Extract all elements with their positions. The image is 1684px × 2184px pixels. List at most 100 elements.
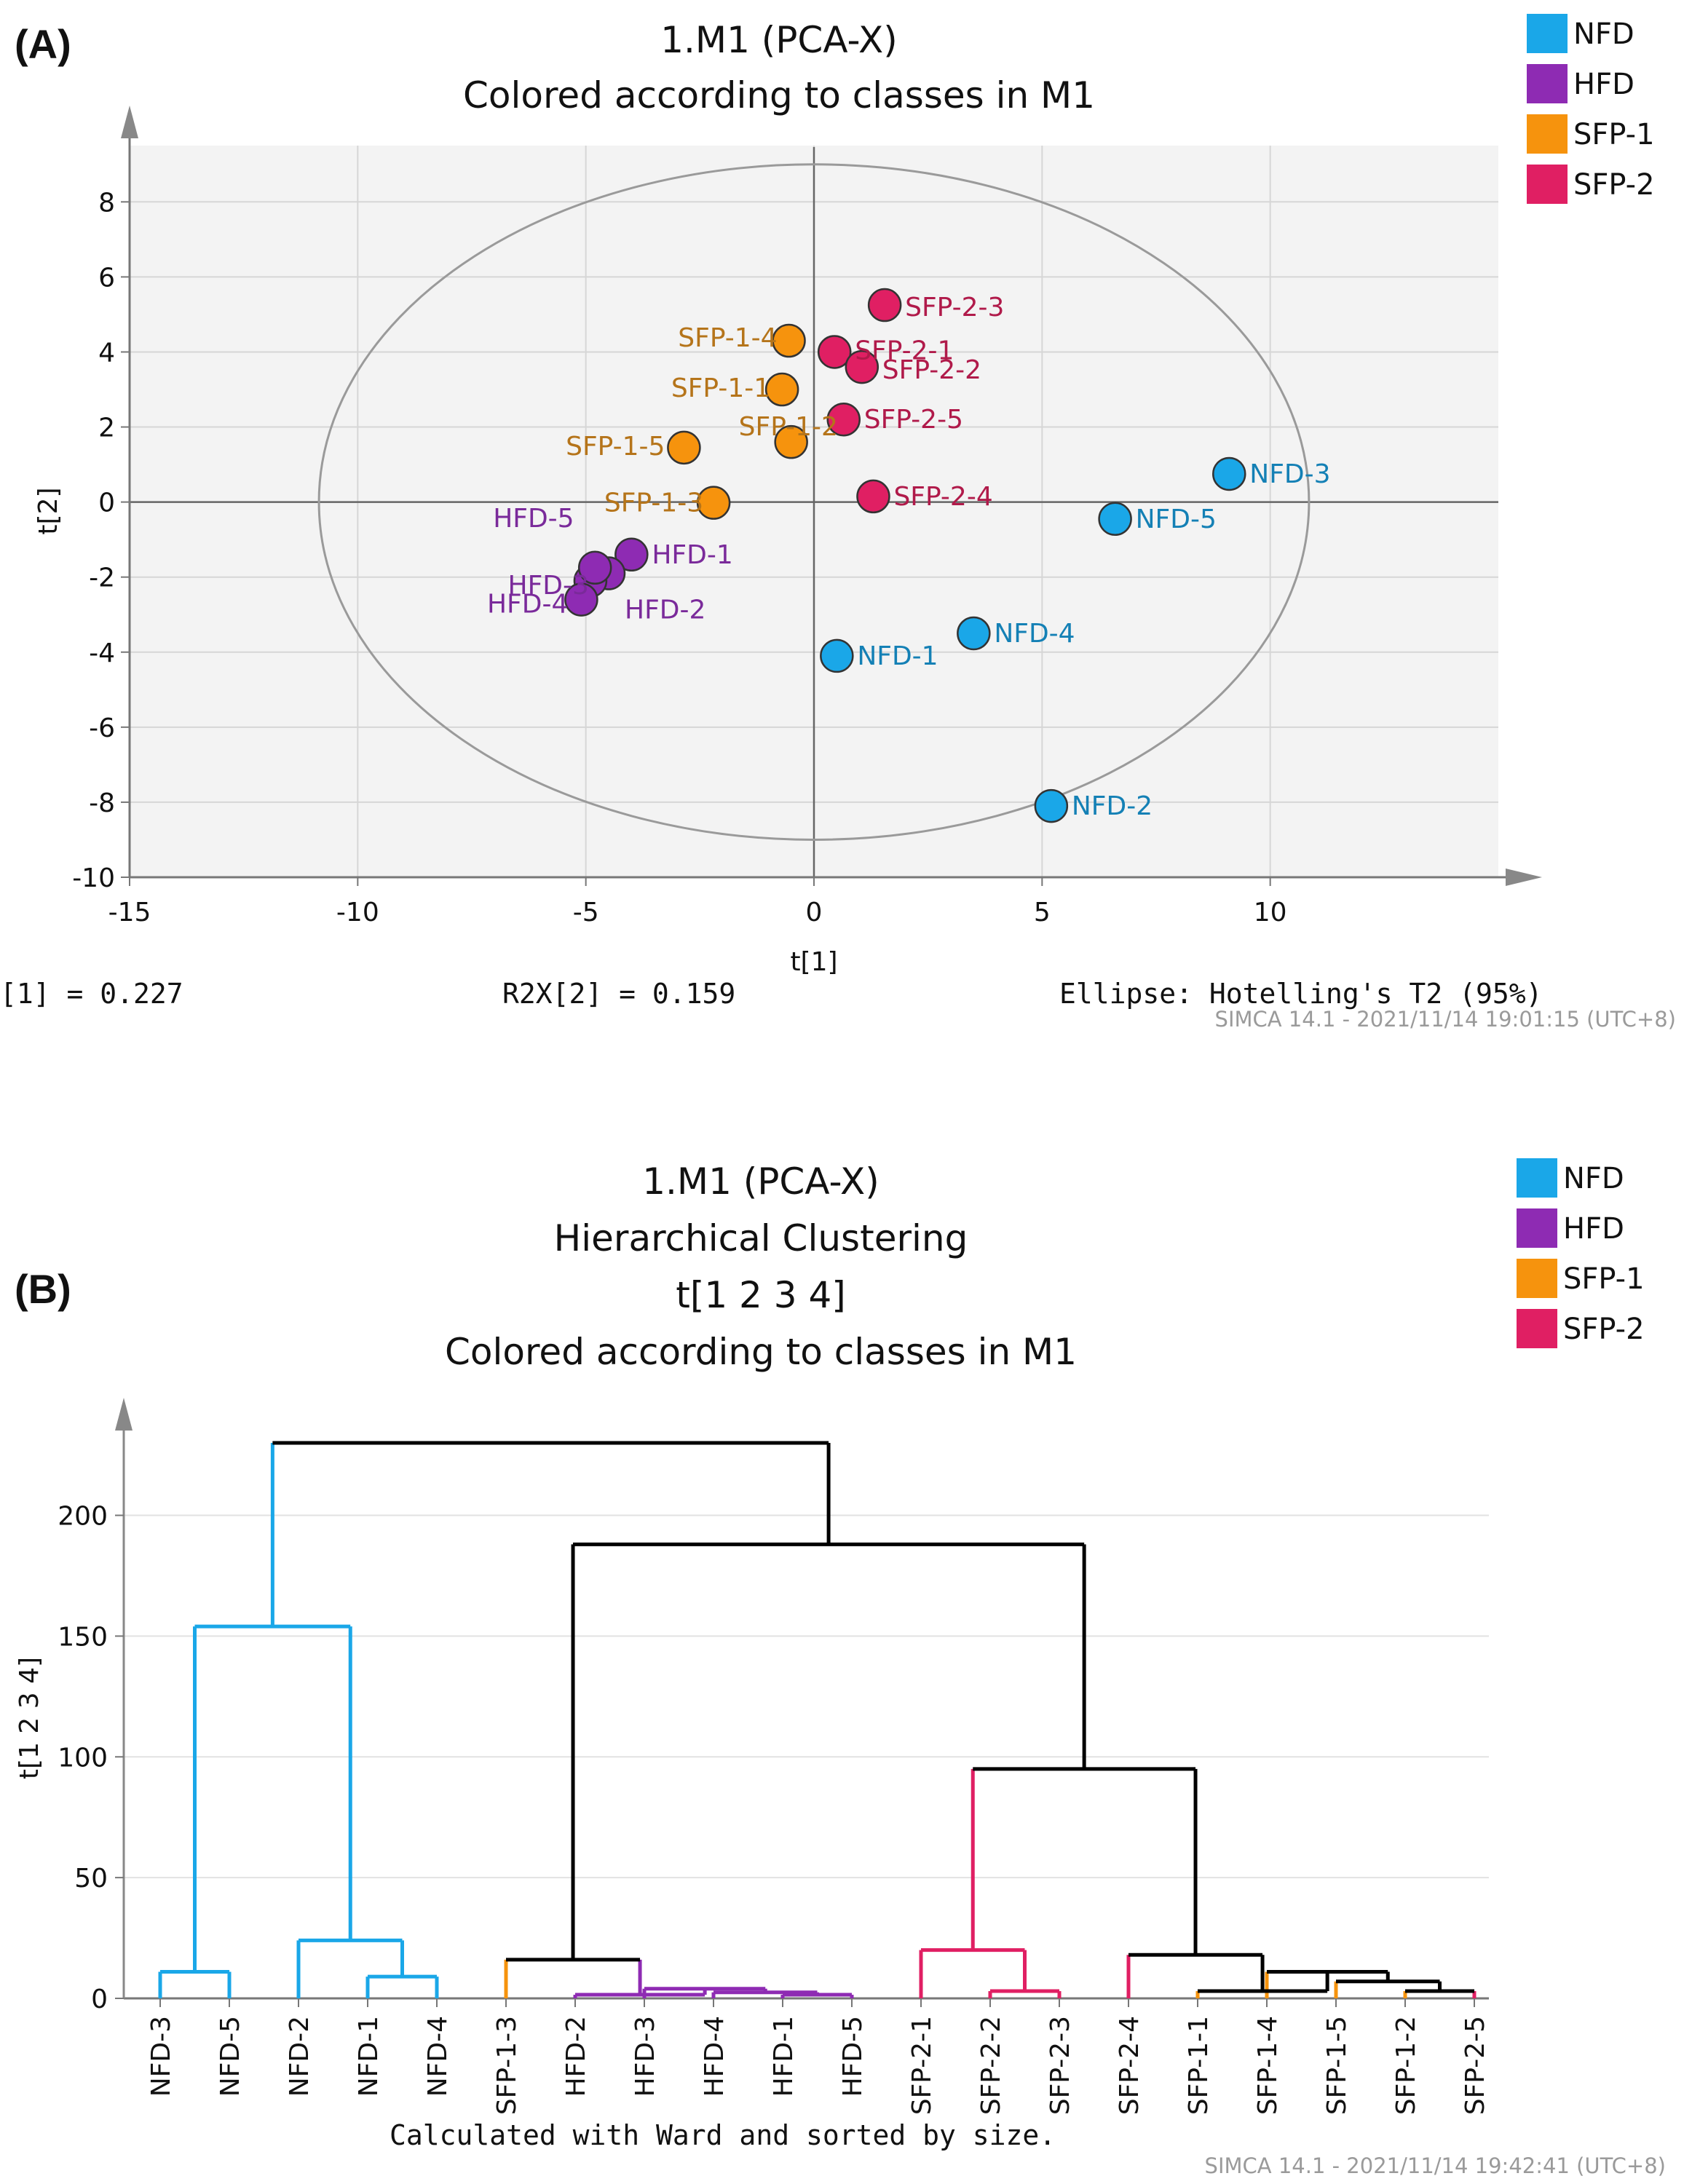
point-hfd-1	[614, 537, 649, 572]
panel-a-score-points: NFD-1 NFD-2 NFD-3 NFD-4 NFD-5 HFD-1 HFD-2 HFD-3…	[487, 288, 1331, 823]
panel-a-simca-stamp: SIMCA 14.1 - 2021/11/14 19:01:15 (UTC+8)	[1215, 1007, 1676, 1032]
panel-a-hotelling-ellipse	[317, 163, 1311, 841]
panel-a-legend-swatch-hfd	[1527, 64, 1568, 103]
panel-b-tick-labels: 0 50 100 150 200	[58, 1502, 124, 2014]
point-label-sfp-2-3: SFP-2-3	[905, 293, 1004, 323]
point-label-nfd-4: NFD-4	[994, 619, 1075, 649]
leaf-label-nfd-4: NFD-4	[423, 2016, 453, 2097]
leaf-label-sfp-2-4: SFP-2-4	[1115, 2016, 1145, 2115]
hotelling-ellipse	[317, 163, 1311, 841]
point-label-sfp-2-2: SFP-2-2	[882, 355, 981, 385]
point-sfp-1-4	[772, 323, 806, 358]
panel-b-title-line3: t[1 2 3 4]	[676, 1274, 846, 1316]
panel-b-legend-swatch-sfp-2	[1517, 1309, 1557, 1348]
panel-a-tick-labels: -15 -10 -5 0 5 10 -10 -8 -6 -4 -2 0 2 4 6 8	[72, 188, 1286, 927]
panel-b-legend-label-sfp-1: SFP-1	[1563, 1262, 1645, 1296]
panel-a-y-axis-label: t[2]	[33, 487, 63, 534]
panel-a-legend-label-nfd: NFD	[1573, 17, 1634, 51]
panel-a-y-tick-2: 2	[98, 414, 115, 443]
panel-b-y-tick-0: 0	[91, 1985, 108, 2014]
point-nfd-5	[1098, 502, 1132, 537]
panel-a-x-axis-arrow	[1506, 869, 1542, 886]
panel-a-x-tick--5: -5	[573, 898, 599, 927]
panel-b-y-tick-150: 150	[58, 1622, 108, 1652]
leaf-label-hfd-4: HFD-4	[700, 2016, 730, 2097]
leaf-label-sfp-1-2: SFP-1-2	[1391, 2016, 1421, 2115]
leaf-label-nfd-3: NFD-3	[146, 2016, 176, 2097]
leaf-label-nfd-2: NFD-2	[285, 2016, 315, 2097]
panel-a-x-tick-5: 5	[1034, 898, 1051, 927]
panel-b-title-line4: Colored according to classes in M1	[445, 1331, 1077, 1373]
leaf-label-hfd-2: HFD-2	[561, 2016, 591, 2097]
leaf-label-hfd-5: HFD-5	[838, 2016, 868, 2097]
point-label-hfd-4: HFD-4	[487, 590, 568, 620]
leaf-label-nfd-5: NFD-5	[216, 2016, 245, 2097]
leaf-label-sfp-2-5: SFP-2-5	[1460, 2016, 1490, 2115]
leaf-label-hfd-1: HFD-1	[769, 2016, 799, 2097]
leaf-label-sfp-1-3: SFP-1-3	[492, 2016, 522, 2115]
panel-b-method-note: Calculated with Ward and sorted by size.	[390, 2119, 1056, 2151]
point-nfd-4	[957, 616, 991, 651]
panel-a-axes	[121, 106, 1542, 886]
panel-b-legend-swatch-sfp-1	[1517, 1259, 1557, 1298]
panel-b-legend-label-nfd: NFD	[1563, 1162, 1624, 1195]
panel-b-title-line2: Hierarchical Clustering	[554, 1217, 968, 1259]
leaf-label-nfd-1: NFD-1	[354, 2016, 384, 2097]
leaf-label-sfp-2-2: SFP-2-2	[976, 2016, 1006, 2115]
panel-b-legend-swatch-nfd	[1517, 1158, 1557, 1198]
panel-a-title-line1: 1.M1 (PCA-X)	[660, 19, 898, 61]
point-label-sfp-2-1: SFP-2-1	[855, 336, 954, 365]
panel-a-legend-swatch-sfp-1	[1527, 114, 1568, 154]
point-label-hfd-2: HFD-2	[625, 596, 705, 625]
panel-b-y-tick-200: 200	[58, 1502, 108, 1532]
point-label-sfp-1-4: SFP-1-4	[678, 323, 777, 353]
panel-a-legend-label-hfd: HFD	[1573, 68, 1634, 101]
point-sfp-1-2	[774, 424, 808, 459]
panel-b-gridlines	[124, 1514, 1489, 1879]
panel-a-label: (A)	[15, 21, 71, 67]
point-label-sfp-1-5: SFP-1-5	[566, 432, 665, 462]
leaf-label-sfp-1-5: SFP-1-5	[1322, 2016, 1352, 2115]
panel-a-legend-label-sfp-1: SFP-1	[1573, 118, 1655, 151]
point-sfp-2-1	[817, 335, 852, 369]
panel-b-legend-label-sfp-2: SFP-2	[1563, 1313, 1645, 1346]
panel-a-legend-label-sfp-2: SFP-2	[1573, 168, 1655, 202]
panel-b-label: (B)	[15, 1266, 71, 1312]
point-nfd-3	[1212, 456, 1246, 491]
panel-a-legend-swatch-sfp-2	[1527, 165, 1568, 204]
panel-a-y-tick-0: 0	[98, 488, 115, 518]
point-sfp-1-3	[696, 486, 731, 520]
point-label-nfd-5: NFD-5	[1136, 505, 1217, 534]
panel-a-ellipse-note: Ellipse: Hotelling's T2 (95%)	[1059, 978, 1542, 1010]
panel-b-legend: NFD HFD SFP-1 SFP-2	[1517, 1158, 1645, 1348]
panel-a-x-tick--10: -10	[336, 898, 379, 927]
panel-b-simca-stamp: SIMCA 14.1 - 2021/11/14 19:42:41 (UTC+8)	[1205, 2153, 1666, 2178]
panel-b-y-axis-label: t[1 2 3 4]	[15, 1657, 44, 1779]
panel-a-y-tick-6: 6	[98, 263, 115, 293]
point-sfp-2-2	[845, 349, 879, 384]
panel-b-y-tick-100: 100	[58, 1743, 108, 1773]
panel-a-x-tick--15: -15	[108, 898, 151, 927]
panel-b-title-line1: 1.M1 (PCA-X)	[642, 1160, 879, 1203]
point-label-hfd-5: HFD-5	[493, 504, 574, 534]
panel-a-legend: NFD HFD SFP-1 SFP-2	[1527, 14, 1655, 204]
panel-a-y-tick-4: 4	[98, 338, 115, 368]
panel-a-y-tick--8: -8	[89, 788, 115, 818]
panel-a-title-line2: Colored according to classes in M1	[463, 74, 1095, 116]
point-sfp-2-4	[856, 479, 890, 514]
point-nfd-2	[1034, 788, 1069, 823]
panel-a-y-tick--2: -2	[89, 563, 115, 593]
point-hfd-4	[564, 582, 598, 617]
panel-a-r2x2: R2X[2] = 0.159	[502, 978, 735, 1010]
panel-b-legend-label-hfd: HFD	[1563, 1212, 1624, 1246]
panel-b-axes	[115, 1398, 1489, 2000]
panel-a-x-axis-label: t[1]	[790, 947, 837, 977]
panel-a-r2x1: [1] = 0.227	[0, 978, 183, 1010]
panel-b-legend-swatch-hfd	[1517, 1208, 1557, 1248]
panel-a-y-axis-arrow	[121, 106, 138, 138]
panel-a-y-tick--10: -10	[72, 863, 115, 893]
leaf-label-hfd-3: HFD-3	[630, 2016, 660, 2097]
panel-a-x-tick-10: 10	[1254, 898, 1287, 927]
point-hfd-5	[577, 550, 612, 585]
point-label-sfp-2-4: SFP-2-4	[893, 482, 992, 512]
